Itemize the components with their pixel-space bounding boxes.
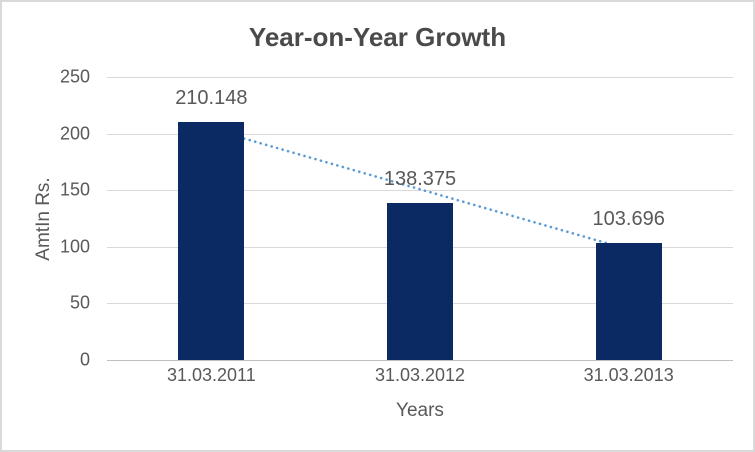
data-label: 210.148 (175, 87, 248, 110)
bar-group-2013: 103.696 (524, 77, 733, 360)
y-tick-label: 100 (59, 236, 90, 257)
y-tick-label: 50 (69, 292, 90, 313)
y-tick-label: 0 (79, 349, 90, 370)
y-tick-label: 200 (59, 123, 90, 144)
chart-title: Year-on-Year Growth (248, 22, 507, 52)
x-axis-title: Years (396, 400, 444, 421)
plot-area: 210.148 138.375 103.696 (107, 77, 733, 361)
category-label: 31.03.2012 (374, 365, 466, 385)
bar-group-2011: 210.148 (107, 77, 316, 360)
bars-container: 210.148 138.375 103.696 (107, 77, 733, 360)
category-label: 31.03.2013 (583, 365, 674, 385)
bar-2012 (387, 203, 453, 360)
bar-2013 (595, 242, 662, 360)
y-tick-label: 150 (59, 179, 90, 200)
category-label: 31.03.2011 (166, 365, 256, 385)
bar-group-2012: 138.375 (316, 77, 525, 360)
gridline (107, 77, 733, 78)
y-axis: 250 200 150 100 50 0 (2, 67, 90, 370)
x-axis-line (107, 360, 733, 361)
bar-2011 (178, 122, 245, 360)
x-axis: 31.03.2011 31.03.2012 31.03.2013 (107, 365, 733, 386)
data-label: 103.696 (592, 207, 665, 230)
y-tick-label: 250 (59, 66, 90, 87)
data-label: 138.375 (383, 168, 457, 191)
